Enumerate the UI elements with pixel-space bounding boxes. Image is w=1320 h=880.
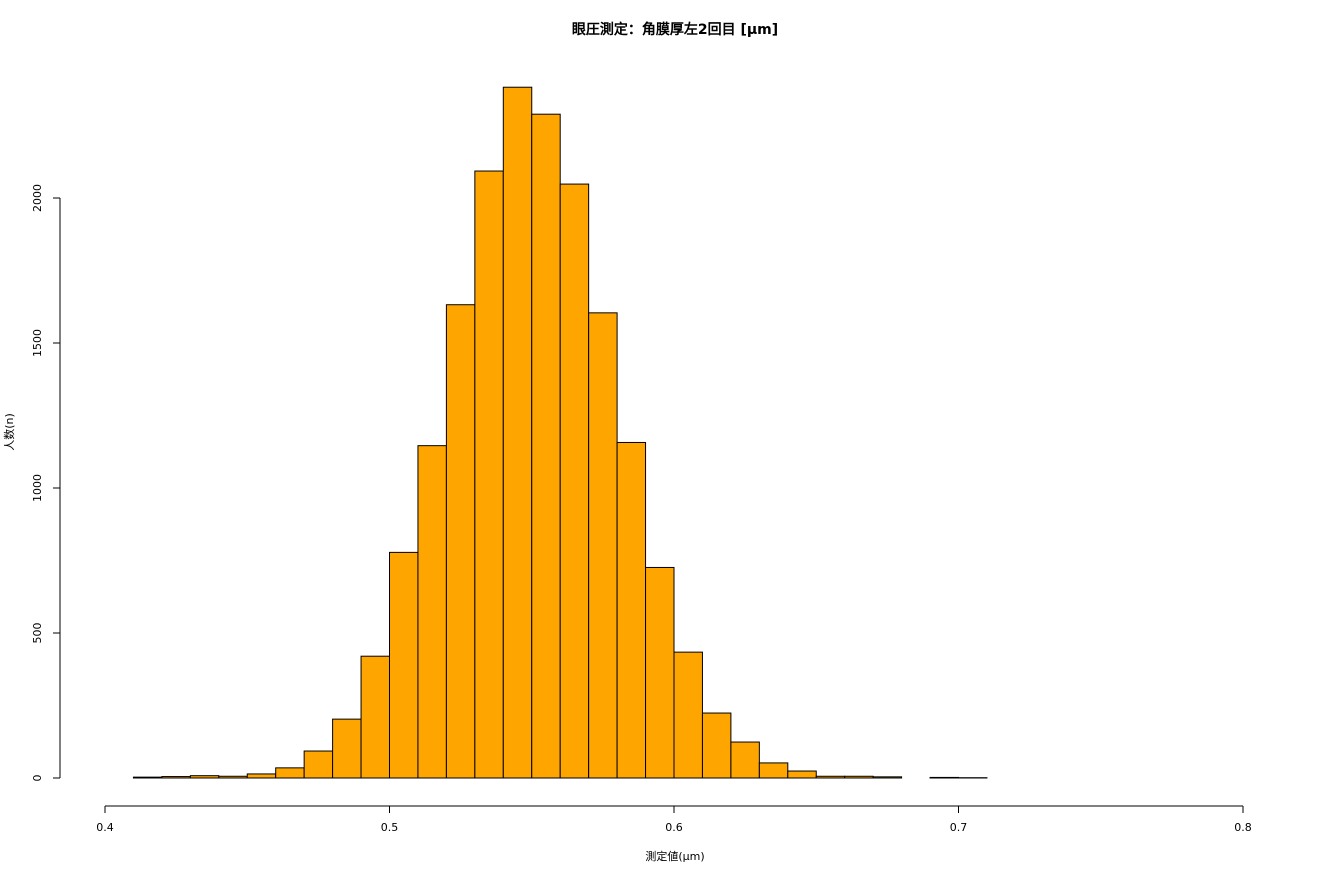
- chart-title: 眼圧測定：角膜厚左2回目 [μm]: [572, 21, 778, 38]
- bar: [929, 776, 959, 779]
- bar: [417, 445, 447, 779]
- bar: [246, 773, 277, 779]
- bar: [502, 86, 533, 779]
- x-tick-label: 0.8: [1234, 821, 1252, 834]
- x-tick-label: 0.6: [665, 821, 683, 834]
- bar: [616, 441, 647, 779]
- bar: [730, 741, 760, 779]
- bar: [531, 113, 561, 779]
- y-tick-label: 500: [31, 623, 44, 644]
- bar: [389, 551, 419, 779]
- y-tick-label: 2000: [31, 184, 44, 212]
- y-tick-label: 1500: [31, 329, 44, 357]
- bar: [332, 718, 362, 779]
- bar: [673, 651, 703, 779]
- bar: [161, 776, 191, 779]
- bar: [303, 750, 334, 779]
- bar: [758, 762, 789, 779]
- bar: [559, 183, 590, 779]
- x-tick-label: 0.5: [381, 821, 399, 834]
- x-axis-label: 測定値(μm): [645, 849, 704, 863]
- bar: [275, 767, 305, 779]
- x-tick-label: 0.7: [950, 821, 968, 834]
- bar: [645, 566, 675, 779]
- bar: [787, 770, 817, 779]
- bar: [218, 775, 248, 779]
- y-tick-label: 1000: [31, 474, 44, 502]
- bar: [872, 776, 903, 779]
- bar: [815, 775, 846, 779]
- y-axis-label: 人数(n): [3, 413, 16, 451]
- bar: [360, 655, 390, 779]
- y-tick-label: 0: [31, 775, 44, 782]
- bar: [474, 170, 504, 779]
- bar: [132, 776, 163, 779]
- bar: [701, 712, 732, 779]
- bar: [844, 775, 874, 779]
- x-tick-label: 0.4: [96, 821, 114, 834]
- bar: [189, 775, 220, 779]
- bar: [445, 304, 476, 779]
- bar: [588, 312, 618, 779]
